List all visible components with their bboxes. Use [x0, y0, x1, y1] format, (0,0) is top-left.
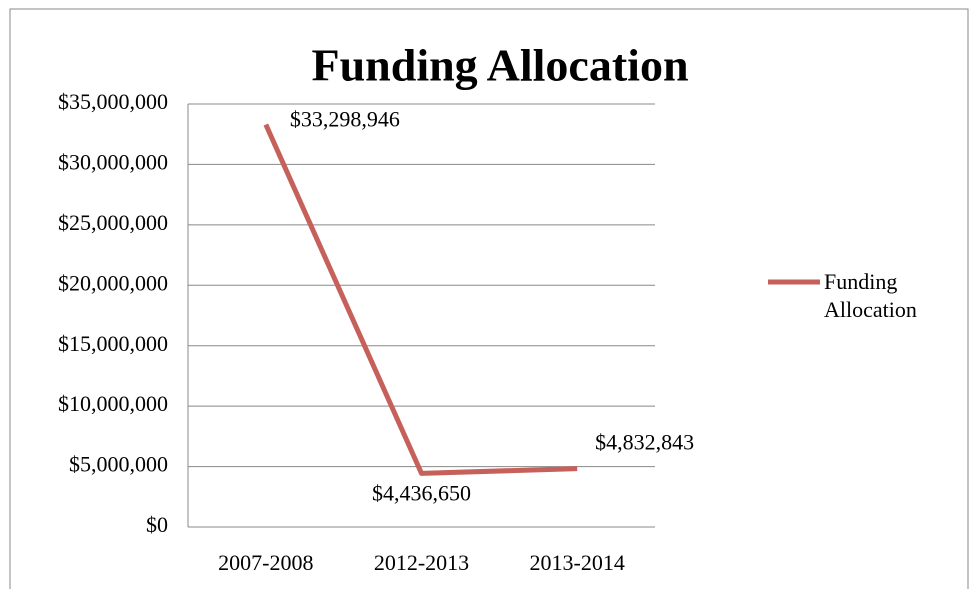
data-label: $33,298,946: [290, 107, 400, 132]
x-tick-label: 2013-2014: [530, 550, 625, 575]
x-tick-label: 2012-2013: [374, 550, 469, 575]
x-tick-label: 2007-2008: [218, 550, 313, 575]
chart-frame: [9, 8, 969, 589]
data-line: [263, 123, 578, 476]
chart-title: Funding Allocation: [311, 40, 688, 91]
y-tick-label: $30,000,000: [58, 149, 168, 174]
data-label: $4,436,650: [372, 480, 471, 505]
y-tick-label: $25,000,000: [58, 210, 168, 235]
y-tick-label: $5,000,000: [69, 452, 168, 477]
y-tick-label: $20,000,000: [58, 270, 168, 295]
data-label: $4,832,843: [595, 430, 694, 455]
legend-label: Funding Allocation: [824, 269, 917, 322]
y-tick-label: $15,000,000: [58, 331, 168, 356]
y-tick-label: $0: [146, 512, 168, 537]
y-tick-label: $35,000,000: [58, 89, 168, 114]
y-tick-label: $10,000,000: [58, 391, 168, 416]
